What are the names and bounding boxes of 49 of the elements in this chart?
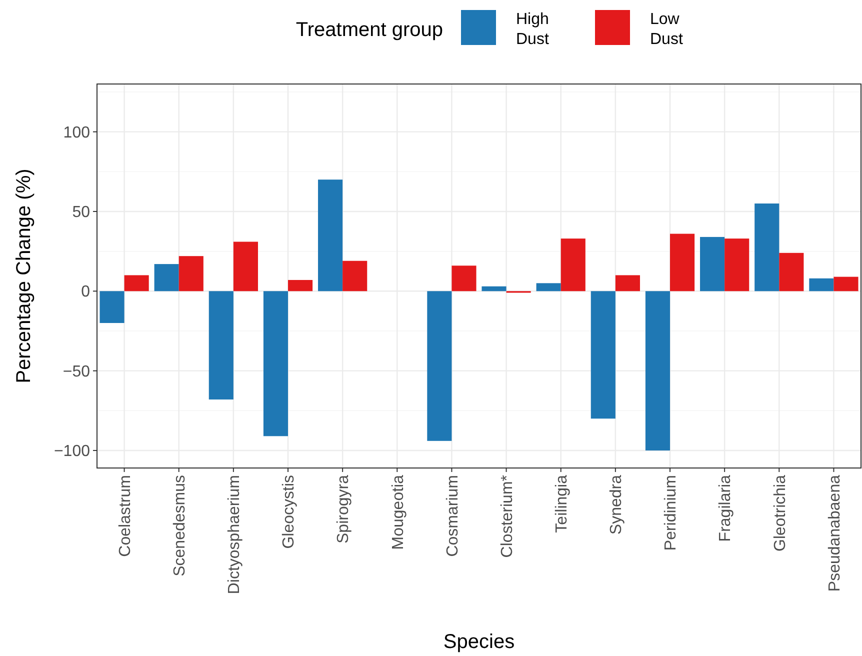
bar <box>208 291 234 400</box>
x-tick-label: Gleotrichia <box>772 474 789 552</box>
bar <box>100 291 124 324</box>
bar <box>233 242 258 292</box>
bar <box>427 291 452 441</box>
bar <box>724 238 750 292</box>
bar <box>452 266 476 292</box>
x-tick-label: Peridinium <box>662 475 680 551</box>
bar <box>318 180 343 292</box>
legend-title: Treatment group <box>296 19 443 41</box>
x-tick-label: Scenedesmus <box>171 475 188 576</box>
x-tick-label: Spirogyra <box>335 474 352 544</box>
legend-label: Low Dust <box>650 11 684 48</box>
bar <box>754 204 780 292</box>
bar <box>590 291 616 419</box>
x-axis-title: Species <box>443 631 515 653</box>
x-tick-label: Closterium* <box>498 475 516 558</box>
bar <box>645 291 670 450</box>
bar <box>615 275 640 292</box>
x-tick-label: Teilingia <box>553 474 570 533</box>
bar <box>700 236 725 292</box>
x-tick-label: Synedra <box>608 474 626 535</box>
bar <box>536 283 561 292</box>
bar <box>263 291 288 436</box>
bar <box>834 276 858 292</box>
bar <box>779 252 804 292</box>
bar <box>288 280 313 292</box>
bar <box>342 260 368 292</box>
x-tick-label: Mougeotia <box>390 474 407 550</box>
bar <box>124 275 149 292</box>
bar <box>154 264 179 292</box>
x-tick-label: Dictyosphaerium <box>226 475 244 594</box>
x-tick-label: Cosmarium <box>444 475 462 557</box>
y-tick-label: −100 <box>54 443 90 460</box>
bar <box>482 286 506 292</box>
y-axis-title: Percentage Change (%) <box>13 168 35 384</box>
legend-label: High Dust <box>516 11 550 48</box>
x-tick-label: Gleocystis <box>280 475 298 549</box>
bar <box>809 278 834 292</box>
y-tick-label: 100 <box>63 124 90 142</box>
x-tick-label: Coelastrum <box>116 475 134 557</box>
bar <box>178 256 204 292</box>
y-tick-label: −50 <box>62 363 90 380</box>
x-tick-label: Fragilaria <box>717 474 734 542</box>
y-tick-label: 0 <box>81 284 90 301</box>
bar <box>560 238 586 292</box>
y-tick-label: 50 <box>72 204 90 222</box>
x-tick-label: Pseudanabaena <box>826 474 844 592</box>
bar <box>670 234 695 292</box>
